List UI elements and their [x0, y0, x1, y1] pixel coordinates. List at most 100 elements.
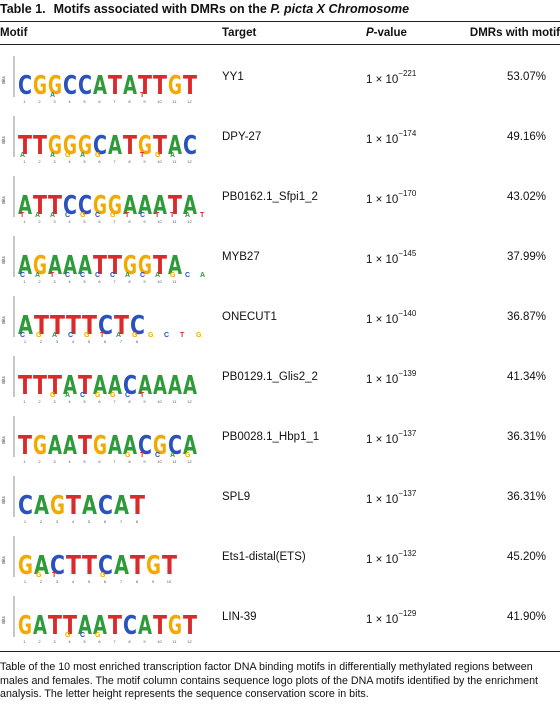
- logo-position-number: 4: [68, 639, 71, 644]
- logo-position-number: 6: [98, 99, 101, 104]
- logo-letter: T: [153, 71, 167, 101]
- logo-letter: A: [48, 251, 62, 281]
- logo-position-number: 3: [53, 159, 56, 164]
- logo-minor-letter: T: [180, 332, 185, 339]
- logo-position-number: 12: [187, 459, 192, 464]
- logo-letter: A: [138, 611, 152, 641]
- logo-letter: A: [34, 491, 49, 521]
- logo-position-number: 4: [72, 339, 75, 344]
- logo-position-number: 11: [172, 99, 177, 104]
- logo-position-number: 7: [113, 399, 116, 404]
- logo-minor-letter: T: [140, 92, 145, 99]
- logo-letter: G: [146, 551, 161, 581]
- logo-position-number: 12: [187, 399, 192, 404]
- logo-position-number: 3: [53, 399, 56, 404]
- logo-letter: T: [114, 311, 129, 341]
- logo-letter: T: [33, 371, 47, 401]
- logo-minor-letter: A: [52, 332, 57, 339]
- logo-position-number: 1: [23, 459, 26, 464]
- logo-letter: C: [18, 491, 33, 521]
- logo-position-number: 5: [83, 639, 86, 644]
- logo-minor-letter: A: [35, 212, 40, 219]
- logo-minor-letter: G: [132, 332, 138, 339]
- logo-minor-letter: A: [50, 92, 55, 99]
- logo-minor-letter: C: [95, 272, 100, 279]
- logo-axis-label: Bits: [1, 196, 6, 204]
- logo-letter: G: [33, 431, 47, 461]
- pvalue-cell: 1 × 10−129: [366, 609, 416, 626]
- dmr-percent-cell: 41.34%: [506, 371, 546, 383]
- logo-minor-letter: G: [50, 392, 56, 399]
- dmr-percent-cell: 45.20%: [506, 551, 546, 563]
- target-cell: SPL9: [222, 491, 251, 503]
- logo-letter: T: [63, 611, 77, 641]
- logo-letter: G: [48, 71, 62, 101]
- logo-position-number: 10: [157, 399, 162, 404]
- logo-position-number: 2: [38, 99, 41, 104]
- logo-position-number: 10: [157, 459, 162, 464]
- logo-position-number: 6: [98, 159, 101, 164]
- logo-letter: C: [138, 431, 152, 461]
- logo-position-number: 3: [53, 99, 56, 104]
- logo-letter: G: [138, 131, 152, 161]
- target-cell: PB0028.1_Hbp1_1: [222, 431, 320, 443]
- logo-position-number: 4: [72, 519, 75, 524]
- logo-letter: T: [153, 131, 167, 161]
- logo-minor-letter: G: [196, 332, 202, 339]
- logo-minor-letter: T: [155, 212, 160, 219]
- logo-position-number: 7: [113, 639, 116, 644]
- pvalue-cell: 1 × 10−137: [366, 429, 416, 446]
- logo-letter: G: [78, 131, 92, 161]
- table-footnote: Table of the 10 most enriched transcript…: [0, 661, 539, 700]
- logo-letter: C: [78, 71, 92, 101]
- logo-letter: G: [18, 611, 32, 641]
- logo-letter: A: [123, 71, 137, 101]
- logo-letter: T: [153, 611, 167, 641]
- logo-minor-letter: C: [20, 332, 25, 339]
- logo-letter: G: [168, 611, 182, 641]
- target-cell: ONECUT1: [222, 311, 277, 323]
- logo-position-number: 3: [56, 579, 59, 584]
- logo-letter: G: [33, 251, 47, 281]
- logo-minor-letter: A: [50, 212, 55, 219]
- logo-letter: A: [33, 611, 47, 641]
- top-rule: [0, 21, 560, 22]
- pvalue-cell: 1 × 10−140: [366, 309, 416, 326]
- logo-minor-letter: G: [80, 212, 86, 219]
- logo-letter: G: [123, 251, 137, 281]
- logo-position-number: 7: [113, 219, 116, 224]
- logo-letter: A: [114, 491, 129, 521]
- logo-letter: A: [183, 431, 197, 461]
- logo-minor-letter: T: [140, 152, 145, 159]
- logo-minor-letter: A: [50, 152, 55, 159]
- logo-position-number: 5: [83, 279, 86, 284]
- logo-letter: T: [48, 611, 62, 641]
- logo-letter: A: [63, 371, 77, 401]
- logo-minor-letter: G: [84, 332, 90, 339]
- table-caption: Table 1. Motifs associated with DMRs on t…: [0, 2, 409, 16]
- logo-letter: C: [50, 551, 65, 581]
- logo-position-number: 8: [128, 639, 131, 644]
- logo-letter: C: [63, 71, 77, 101]
- logo-position-number: 9: [143, 159, 146, 164]
- logo-letter: T: [34, 311, 49, 341]
- logo-minor-letter: G: [100, 572, 106, 579]
- table-label: Table 1.: [0, 2, 46, 16]
- logo-letter: C: [78, 191, 92, 221]
- logo-position-number: 2: [38, 159, 41, 164]
- logo-minor-letter: G: [36, 572, 42, 579]
- logo-letter: A: [48, 431, 62, 461]
- pvalue-exponent: −145: [398, 249, 417, 258]
- target-cell: DPY-27: [222, 131, 262, 143]
- logo-letter: T: [48, 371, 62, 401]
- logo-minor-letter: C: [65, 272, 70, 279]
- logo-minor-letter: G: [95, 152, 101, 159]
- logo-letter: T: [82, 551, 97, 581]
- header-pvalue-italic: P: [366, 27, 374, 39]
- logo-letter: C: [98, 311, 113, 341]
- logo-minor-letter: C: [185, 272, 190, 279]
- logo-position-number: 9: [143, 99, 146, 104]
